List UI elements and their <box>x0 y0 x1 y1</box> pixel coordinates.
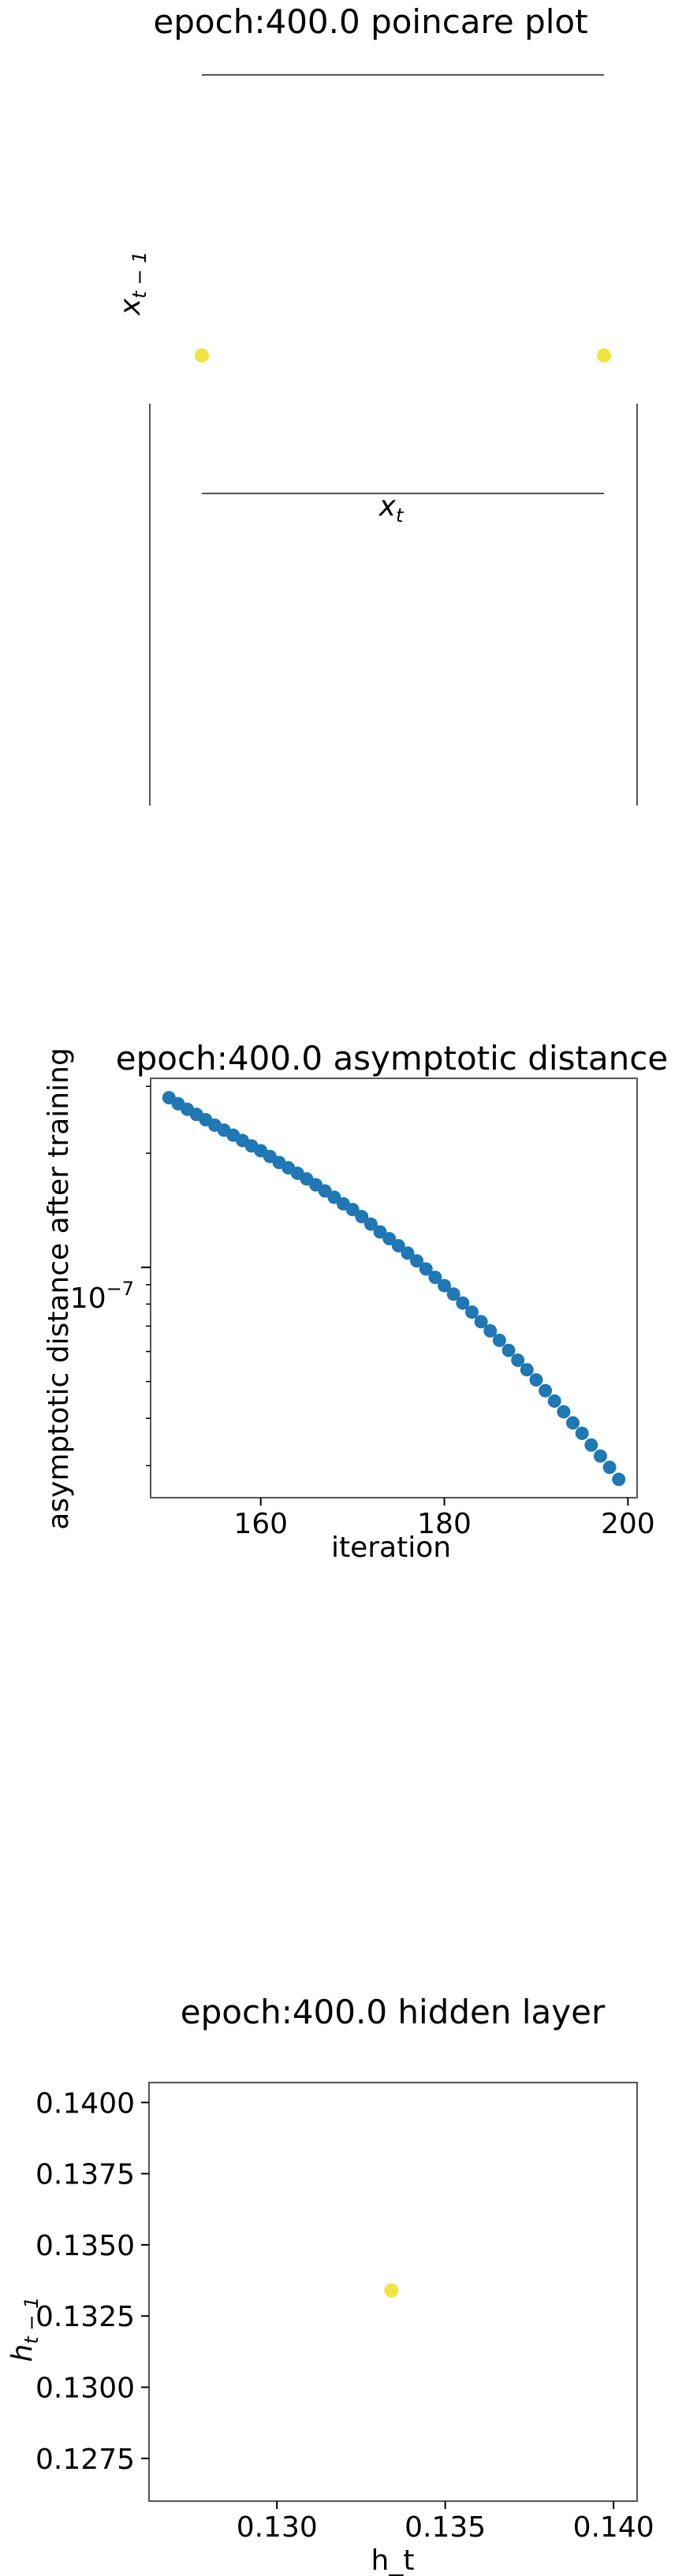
asymptotic-distance-figure: epoch:400.0 asymptotic distance 160 180 20… <box>43 1039 668 1564</box>
hidden-ytick-label-0: 0.1275 <box>35 2444 135 2476</box>
poincare-point-1 <box>597 348 611 363</box>
hidden-xtick-label-1: 0.135 <box>405 2511 486 2544</box>
hidden-ytick-label-1: 0.1300 <box>35 2373 135 2405</box>
asymptotic-ytick-label: 10−7 <box>70 1278 134 1315</box>
asymptotic-point-21 <box>355 1210 369 1224</box>
asymptotic-point-24 <box>382 1231 397 1245</box>
asymptotic-point-41 <box>539 1383 553 1398</box>
asymptotic-ticks: 160 180 200 <box>141 1085 655 1540</box>
asymptotic-point-40 <box>529 1373 543 1387</box>
asymptotic-point-36 <box>492 1333 506 1347</box>
poincare-y-label: xt − 1 <box>114 251 151 316</box>
hidden-layer-title: epoch:400.0 hidden layer <box>181 1993 606 2031</box>
hidden-xtick-label-2: 0.140 <box>573 2511 654 2544</box>
asymptotic-point-35 <box>483 1323 498 1338</box>
asymptotic-point-43 <box>557 1405 571 1419</box>
asymptotic-title: epoch:400.0 asymptotic distance <box>116 1039 668 1078</box>
hidden-layer-points <box>384 2283 399 2298</box>
asymptotic-point-39 <box>520 1363 534 1377</box>
hidden-layer-y-label: ht − 1 <box>6 2297 43 2362</box>
asymptotic-point-20 <box>345 1202 360 1216</box>
hidden-ytick-label-5: 0.1400 <box>35 2087 135 2120</box>
asymptotic-point-48 <box>602 1460 617 1474</box>
asymptotic-point-37 <box>501 1343 516 1357</box>
asymptotic-point-25 <box>391 1238 405 1253</box>
asymptotic-point-44 <box>566 1416 580 1430</box>
asymptotic-point-42 <box>547 1394 561 1408</box>
poincare-x-label: xt <box>378 490 405 527</box>
asymptotic-point-47 <box>593 1449 607 1463</box>
hidden-layer-x-label: h_t <box>371 2544 415 2576</box>
asymptotic-point-32 <box>456 1296 470 1310</box>
hidden-ytick-label-2: 0.1325 <box>35 2301 135 2333</box>
asymptotic-xtick-label-0: 160 <box>233 1508 288 1540</box>
asymptotic-point-28 <box>419 1262 433 1276</box>
asymptotic-x-label: iteration <box>331 1532 451 1564</box>
asymptotic-point-33 <box>464 1305 479 1320</box>
asymptotic-point-26 <box>401 1246 415 1260</box>
poincare-plot-figure: epoch:400.0 poincare plot xt xt − 1 <box>114 2 638 806</box>
hidden-xtick-label-0: 0.130 <box>237 2511 318 2544</box>
asymptotic-point-38 <box>511 1353 525 1368</box>
poincare-point-0 <box>195 348 209 363</box>
asymptotic-point-22 <box>364 1217 378 1231</box>
hidden-layer-point-0 <box>384 2283 399 2298</box>
hidden-layer-ticks: 0.130 0.135 0.140 0.1275 0.1300 0.1325 0.1350 0… <box>35 2087 654 2544</box>
asymptotic-point-46 <box>584 1438 598 1452</box>
asymptotic-y-label: asymptotic distance after training <box>43 1048 75 1530</box>
asymptotic-xtick-label-1: 180 <box>417 1508 472 1540</box>
hidden-ytick-label-4: 0.1375 <box>35 2159 135 2191</box>
asymptotic-point-49 <box>612 1472 626 1487</box>
asymptotic-points <box>162 1091 626 1487</box>
asymptotic-xtick-label-2: 200 <box>601 1508 655 1540</box>
asymptotic-point-45 <box>575 1426 589 1440</box>
asymptotic-point-34 <box>474 1315 488 1329</box>
asymptotic-point-31 <box>446 1287 460 1301</box>
asymptotic-point-23 <box>373 1225 387 1239</box>
hidden-layer-figure: epoch:400.0 hidden layer 0.130 0.135 0.140… <box>6 1993 654 2576</box>
hidden-layer-axes-frame <box>148 2082 638 2502</box>
poincare-plot-title: epoch:400.0 poincare plot <box>153 2 587 41</box>
asymptotic-point-30 <box>438 1279 452 1293</box>
asymptotic-point-27 <box>410 1254 424 1268</box>
asymptotic-point-29 <box>428 1270 442 1284</box>
asymptotic-axes-frame <box>150 1078 638 1498</box>
hidden-ytick-label-3: 0.1350 <box>35 2230 135 2262</box>
poincare-plot-area <box>149 74 638 806</box>
